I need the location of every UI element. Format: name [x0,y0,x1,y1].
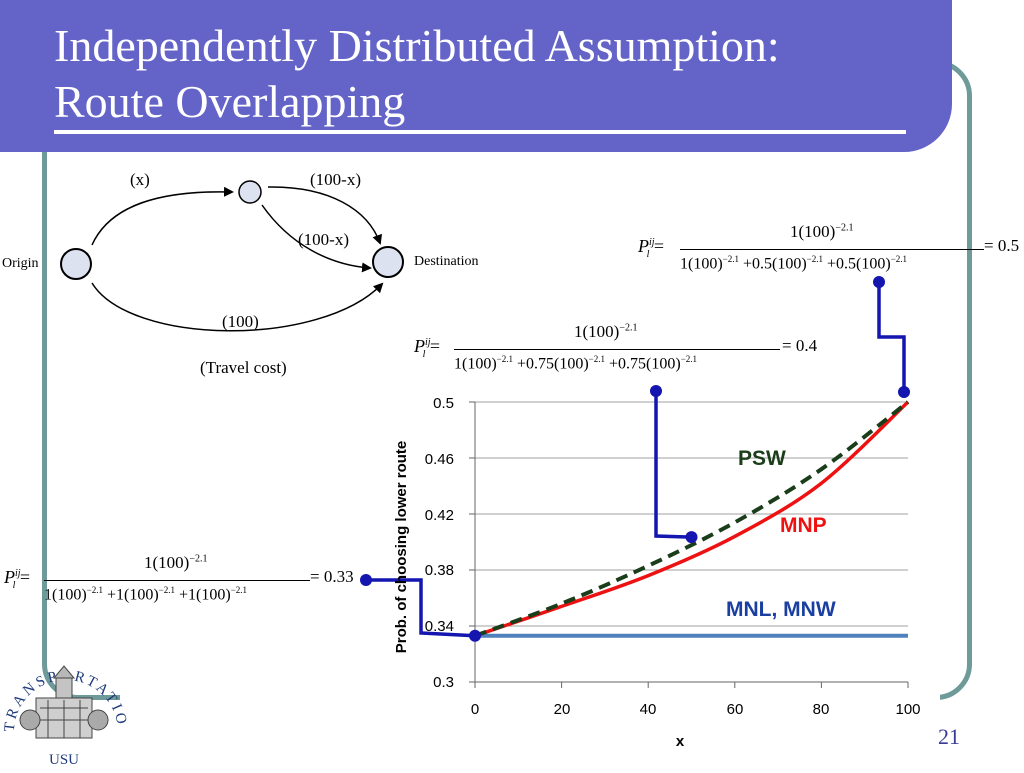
formula-2-den-term: 1(100) [454,355,497,373]
formula-1-result: = 0.5 [984,236,1020,255]
formula-3-den-exp: −2.1 [230,585,248,595]
title-underline [54,130,906,134]
callout-connector-04 [654,391,692,539]
formula-3-den-exp: −2.1 [158,585,175,595]
callout-connector-05 [877,282,906,392]
formula-3-den-term: +1(100) [106,586,159,604]
chart-series [474,400,910,638]
formula-1-lhs: P [638,236,649,256]
formula-1-fraction-bar [680,249,984,250]
x-tick-label: 40 [640,701,657,718]
edge-middle-destination-top [267,186,382,245]
origin-node [60,248,92,280]
chart-callouts [360,276,910,642]
building-illustration [19,665,109,739]
formula-2-fraction-bar [454,349,780,350]
logo-graphic: TRANSPORTATION USU [0,628,127,768]
formula-1-den-exp: −2.1 [890,254,908,264]
edge-middle-destination-mid [261,204,372,273]
formula-2-numerator: 1(100) [574,322,620,341]
formula-1-sup: ij [649,237,655,248]
formula-2-den-term: +0.75(100) [516,355,589,373]
destination-node [372,246,404,278]
edge-origin-destination [91,282,384,332]
travel-cost-caption: (Travel cost) [200,358,287,377]
formula-2-lhs: P [414,336,425,356]
formula-3-den-term: 1(100) [44,586,87,604]
formula-2-den-term: +0.75(100) [609,355,681,373]
mnl-series-label: MNL, MNW [726,598,836,621]
formula-2-num-exp: −2.1 [619,322,638,334]
formula-1-den-exp: −2.1 [722,254,739,264]
formula-2-sub: l [422,348,426,360]
x-tick-label: 20 [554,701,571,718]
title-bar: Independently Distributed Assumption: Ro… [0,0,952,152]
formula-2-den-exp: −2.1 [680,354,698,364]
usu-transportation-logo: TRANSPORTATION USU [0,628,130,768]
chart-grid [469,401,909,688]
y-tick-label: 0.34 [425,618,454,635]
formula-3-result: = 0.33 [310,567,354,586]
x-tick-label: 80 [813,701,830,718]
y-axis-label: Prob. of choosing lower route [393,441,410,654]
y-tick-label: 0.38 [425,562,454,579]
destination-label: Destination [414,254,479,269]
formula-3-sub: l [12,579,16,591]
formula-3-den-term: +1(100) [179,586,231,604]
formula-2-sup: ij [425,337,431,348]
psw-series-line [474,400,910,638]
formula-2: Pijl = 1(100)−2.1 1(100)−2.1 +0.75(100)−… [414,322,818,373]
mnp-series-label: MNP [780,514,827,537]
formula-1-num-exp: −2.1 [835,222,854,234]
formula-3-sup: ij [15,568,21,579]
mnp-series-line [474,400,910,638]
frame-gap [120,690,940,710]
psw-series-label: PSW [738,447,786,470]
x-tick-label: 100 [895,701,920,718]
formula-1-sub: l [646,248,650,260]
edge-label-100-minus-x-top: (100-x) [310,170,361,189]
x-tick-label: 0 [471,701,479,718]
formula-1-den-term: +0.5(100) [827,255,891,273]
formula-1-numerator: 1(100) [790,222,836,241]
callout-dot-033-formula [360,574,372,586]
formula-2-den-exp: −2.1 [496,354,513,364]
formula-1-den-term: 1(100) [680,255,723,273]
edge-label-100-minus-x-mid: (100-x) [298,230,349,249]
callout-dot-05-curve [898,386,910,398]
y-tick-label: 0.3 [433,674,454,691]
slide-title: Independently Distributed Assumption: Ro… [54,18,780,130]
formula-2-result: = 0.4 [782,336,818,355]
edge-label-x: (x) [130,170,150,189]
callout-dot-04-curve [685,531,698,544]
title-line-2: Route Overlapping [54,76,406,127]
y-tick-label: 0.42 [425,507,454,524]
origin-label: Origin [2,256,39,271]
page-number: 21 [938,724,960,749]
callout-dot-05-formula [873,276,885,288]
logo-org-text: USU [49,752,79,768]
y-tick-label: 0.5 [433,395,454,412]
x-axis-label: x [676,733,685,750]
formula-3-numerator: 1(100) [144,553,190,572]
middle-node [238,180,262,204]
callout-connector-033 [366,578,476,638]
formula-1-den-term: +0.5(100) [742,255,807,273]
formula-3-lhs: P [4,567,15,587]
edge-origin-middle [91,186,234,246]
callout-dot-033-curve [469,629,481,642]
formula-1: Pijl = 1(100)−2.1 1(100)−2.1 +0.5(100)−2… [638,222,1020,273]
edge-label-100: (100) [222,312,259,331]
formula-3: Pijl = 1(100)−2.1 1(100)−2.1 +1(100)−2.1… [4,553,354,604]
formula-1-den-exp: −2.1 [806,254,823,264]
formula-2-den-exp: −2.1 [588,354,605,364]
formula-3-fraction-bar [44,580,310,581]
callout-dot-04-formula [650,385,662,397]
formula-3-num-exp: −2.1 [189,553,208,565]
y-tick-label: 0.46 [425,451,454,468]
x-tick-label: 60 [727,701,744,718]
title-line-1: Independently Distributed Assumption: [54,20,780,71]
formula-3-den-exp: −2.1 [86,585,103,595]
